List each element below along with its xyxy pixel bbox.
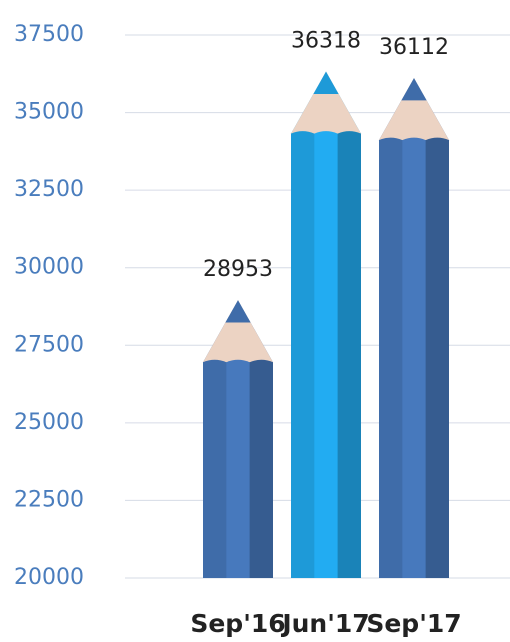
pencil-facet bbox=[226, 359, 250, 578]
pencil-wood bbox=[291, 71, 361, 134]
x-tick-label: Sep'17 bbox=[366, 609, 461, 638]
pencil-lead bbox=[401, 78, 427, 101]
y-tick-label: 30000 bbox=[14, 255, 84, 280]
y-tick-label: 20000 bbox=[14, 565, 84, 590]
y-tick-label: 37500 bbox=[14, 22, 84, 47]
y-tick-label: 35000 bbox=[14, 100, 84, 125]
y-tick-label: 22500 bbox=[14, 487, 84, 512]
pencil-facet bbox=[425, 137, 449, 578]
pencil-lead bbox=[313, 71, 339, 94]
y-tick-label: 32500 bbox=[14, 177, 84, 202]
pencil-facet bbox=[402, 137, 426, 578]
pencil-facet bbox=[291, 131, 315, 578]
y-tick-label: 25000 bbox=[14, 410, 84, 435]
data-label: 28953 bbox=[203, 257, 273, 282]
pencil-facet bbox=[314, 131, 338, 578]
pencil-facet bbox=[203, 359, 227, 578]
x-tick-label: Sep'16 bbox=[190, 609, 285, 638]
data-label: 36112 bbox=[379, 35, 449, 60]
pencil-wood bbox=[379, 78, 449, 141]
data-label: 36318 bbox=[291, 29, 361, 54]
pencil-lead bbox=[225, 300, 251, 323]
pencil-facet bbox=[379, 137, 403, 578]
pencil-wood bbox=[203, 300, 273, 363]
pencil-facet bbox=[337, 131, 361, 578]
pencil-facet bbox=[249, 359, 273, 578]
x-tick-label: Jun'17 bbox=[280, 609, 369, 638]
y-tick-label: 27500 bbox=[14, 332, 84, 357]
